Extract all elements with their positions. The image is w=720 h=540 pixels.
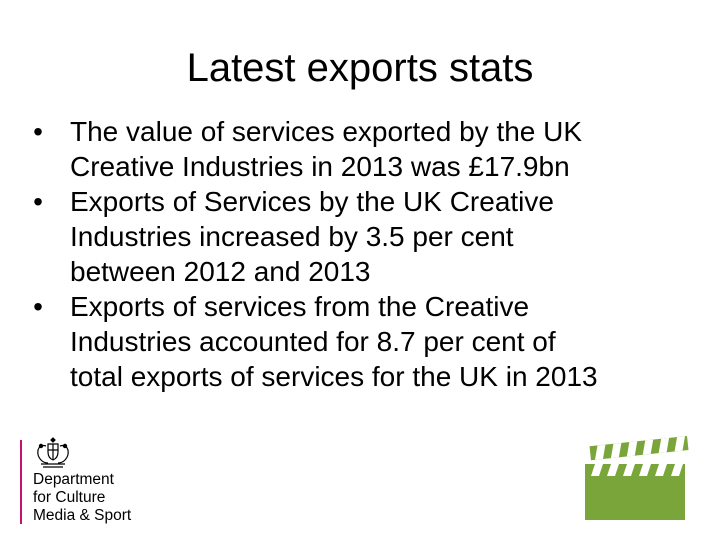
bullet-line: Creative Industries in 2013 was £17.9bn bbox=[70, 151, 570, 182]
bullet-line: The value of services exported by the UK bbox=[70, 116, 583, 147]
bullet-marker: • bbox=[33, 116, 43, 147]
bullet-item: • The value of services exported by the … bbox=[28, 114, 698, 184]
bullet-line: Industries accounted for 8.7 per cent of bbox=[70, 326, 556, 357]
bullet-marker: • bbox=[33, 291, 43, 322]
bullet-line: between 2012 and 2013 bbox=[70, 256, 371, 287]
bullet-line: Industries increased by 3.5 per cent bbox=[70, 221, 514, 252]
logo-accent-bar bbox=[20, 440, 22, 524]
bullet-line: Exports of Services by the UK Creative bbox=[70, 186, 554, 217]
slide-title: Latest exports stats bbox=[186, 46, 534, 90]
dcms-logo: Department for Culture Media & Sport bbox=[20, 436, 150, 526]
bullet-marker: • bbox=[33, 186, 43, 217]
bullet-line: total exports of services for the UK in … bbox=[70, 361, 598, 392]
bullet-list: • The value of services exported by the … bbox=[28, 114, 698, 394]
bullet-item: • Exports of Services by the UK Creative… bbox=[28, 184, 698, 289]
royal-coat-of-arms-icon bbox=[37, 437, 69, 468]
bullet-item: • Exports of services from the Creative … bbox=[28, 289, 698, 394]
film-clapperboard-icon bbox=[585, 436, 689, 520]
bullet-line: Exports of services from the Creative bbox=[70, 291, 530, 322]
department-name: Department for Culture Media & Sport bbox=[33, 471, 132, 524]
